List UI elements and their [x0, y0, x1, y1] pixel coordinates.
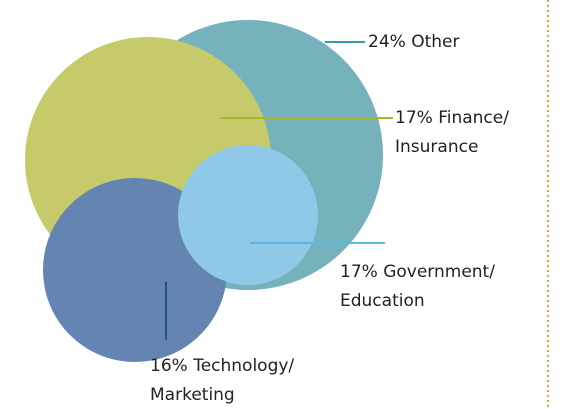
category-label: Technology/ — [192, 356, 294, 376]
category-label: Marketing — [150, 385, 235, 405]
data-label: Education — [340, 291, 425, 311]
data-label: 24% Other — [368, 32, 459, 52]
data-label: Insurance — [395, 137, 478, 157]
category-label: Education — [340, 291, 425, 311]
data-label: 17% Finance/ — [395, 108, 509, 128]
value-label: 17% — [395, 108, 433, 128]
data-label: 16% Technology/ — [150, 356, 294, 376]
category-label: Insurance — [395, 137, 478, 157]
value-label: 17% — [340, 262, 378, 282]
value-label: 16% — [150, 356, 188, 376]
bubble — [178, 145, 318, 285]
value-label: 24% — [368, 32, 406, 52]
category-label: Government/ — [383, 262, 495, 282]
category-label: Other — [411, 32, 459, 52]
category-label: Finance/ — [438, 108, 509, 128]
data-label: 17% Government/ — [340, 262, 495, 282]
data-label: Marketing — [150, 385, 235, 405]
